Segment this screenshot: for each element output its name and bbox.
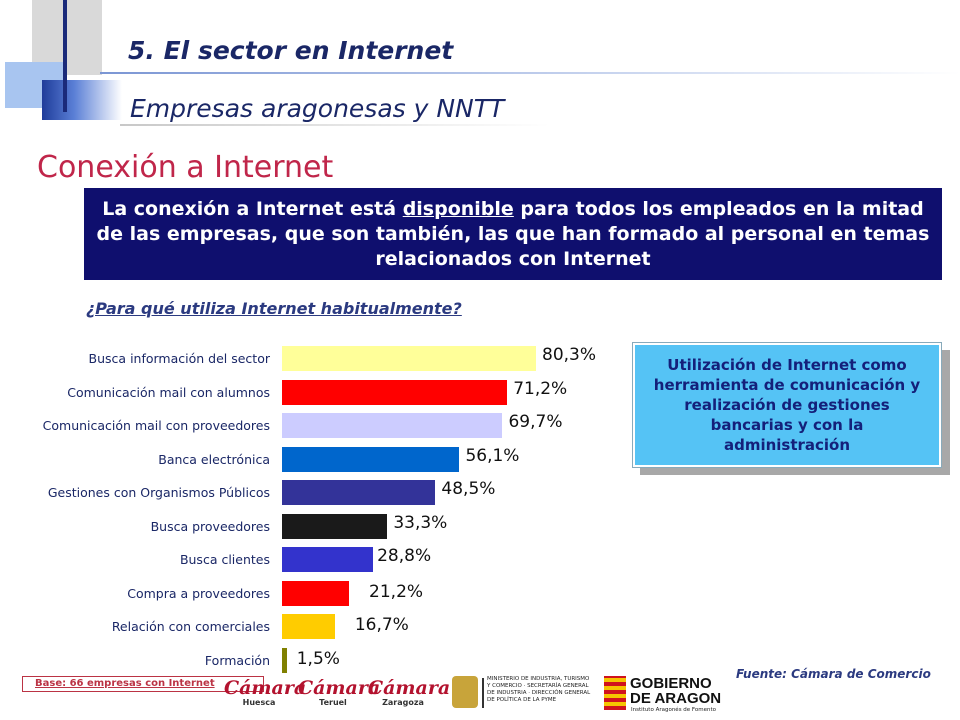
chart-bar [282, 647, 287, 673]
chart-value-label: 21,2% [369, 581, 424, 602]
chart-value-label: 80,3% [542, 345, 597, 365]
callout-text: Utilización de Internet como herramienta… [653, 356, 921, 454]
logo-camara-huesca: Cámara Huesca [224, 677, 307, 707]
chart-category-label: Gestiones con Organismos Públicos [47, 485, 270, 500]
logo-ministry: MINISTERIO DE INDUSTRIA, TURISMO Y COMER… [452, 676, 592, 710]
aragon-flag-icon [604, 676, 626, 710]
chart-value-label: 71,2% [513, 378, 568, 399]
header-divider-line [100, 72, 960, 74]
header-decoration-gradient-bar [42, 80, 122, 120]
chart-category-label: Busca información del sector [88, 351, 270, 366]
gobierno-subtext: Instituto Aragonés de Fomento [631, 707, 717, 713]
logo-gobierno-aragon: GOBIERNO DE ARAGON Instituto Aragonés de … [604, 676, 724, 714]
subtitle-divider-line [120, 124, 550, 126]
chart-value-label: 33,3% [393, 512, 448, 533]
banner-text-after: para todos los empleados en la mitad de … [96, 197, 930, 270]
logo-camara-zaragoza-name: Cámara [368, 677, 451, 699]
ministry-text: MINISTERIO DE INDUSTRIA, TURISMO Y COMER… [487, 676, 591, 703]
chart-value-label: 1,5% [296, 648, 340, 669]
logo-camara-huesca-city: Huesca [242, 698, 276, 707]
chart-question: ¿Para qué utiliza Internet habitualmente… [86, 299, 462, 318]
chart-category-label: Busca clientes [179, 552, 270, 567]
logo-camara-teruel-name: Cámara [298, 677, 381, 699]
chart-value-label: 56,1% [465, 445, 520, 466]
chart-bar [282, 480, 436, 505]
page-title: Conexión a Internet [37, 150, 334, 185]
chart-bar [282, 614, 335, 639]
logo-camara-teruel-city: Teruel [319, 698, 347, 707]
chart-bar [282, 580, 350, 606]
summary-banner: La conexión a Internet está disponible p… [84, 188, 942, 280]
gobierno-line2: DE ARAGON [630, 690, 722, 707]
chart-bar [282, 379, 508, 405]
chart-category-label: Compra a proveedores [127, 585, 270, 601]
gobierno-line1: GOBIERNO [630, 675, 712, 692]
chart-bar [282, 413, 503, 438]
logo-camara-teruel: Cámara Teruel [298, 677, 381, 707]
header-decoration-vertical-line [63, 0, 67, 112]
ministry-shield-icon [452, 676, 478, 708]
section-subtitle: Empresas aragonesas y NNTT [130, 94, 505, 123]
chart-value-label: 28,8% [377, 546, 432, 566]
source-note: Fuente: Cámara de Comercio [736, 667, 931, 681]
ministry-separator [482, 678, 484, 708]
logo-camara-zaragoza-city: Zaragoza [382, 698, 424, 707]
chart-category-label: Busca proveedores [150, 518, 270, 534]
callout-box: Utilización de Internet como herramienta… [633, 343, 941, 467]
chart-bar [282, 446, 460, 472]
chart-bar [282, 346, 536, 371]
logo-camara-zaragoza: Cámara Zaragoza [368, 677, 451, 707]
chart-value-label: 16,7% [354, 615, 409, 635]
chart-category-label: Comunicación mail con alumnos [67, 384, 270, 400]
chart-category-label: Comunicación mail con proveedores [42, 418, 270, 433]
banner-underlined-word: disponible [402, 197, 514, 220]
chart-category-label: Banca electrónica [158, 451, 270, 467]
chart-category-label: Formación [204, 652, 270, 668]
chart-bar [282, 513, 388, 539]
base-note: Base: 66 empresas con Internet [22, 676, 264, 692]
section-title: 5. El sector en Internet [128, 36, 454, 65]
chart-value-label: 48,5% [441, 479, 496, 499]
gobierno-text: GOBIERNO DE ARAGON [630, 676, 721, 706]
chart-bar [282, 547, 374, 572]
banner-text-before: La conexión a Internet está [102, 197, 403, 220]
chart-category-label: Relación con comerciales [111, 619, 270, 634]
chart-value-label: 69,7% [508, 412, 563, 432]
summary-banner-text: La conexión a Internet está disponible p… [96, 197, 930, 272]
logo-camara-huesca-name: Cámara [224, 677, 307, 699]
